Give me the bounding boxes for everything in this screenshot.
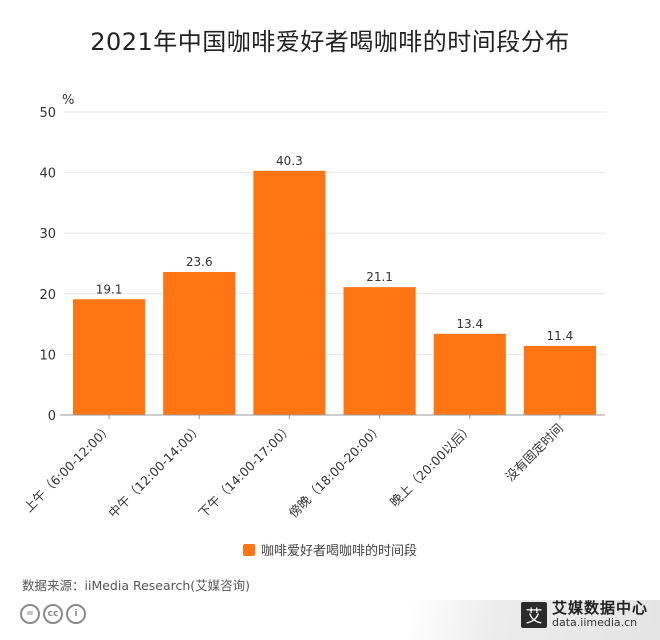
bar: [73, 299, 146, 415]
bar: [253, 170, 326, 415]
data-labels: 19.1 23.6 40.3 21.1 13.4 11.4: [96, 154, 574, 343]
legend: 咖啡爱好者喝咖啡的时间段: [0, 540, 660, 559]
data-label: 21.1: [366, 270, 393, 284]
x-tick-label: 上午（6:00-12:00）: [21, 421, 115, 515]
y-axis: 0 10 20 30 40 50%: [39, 93, 74, 424]
data-label: 40.3: [276, 154, 303, 168]
bars: [73, 170, 596, 415]
brand-watermark: 艾 艾媒数据中心 data.iimedia.cn: [520, 599, 648, 629]
chart-title: 2021年中国咖啡爱好者喝咖啡的时间段分布: [90, 28, 570, 56]
x-tick-label: 中午（12:00-14:00）: [105, 421, 205, 521]
y-tick-label: 50: [39, 106, 56, 121]
y-tick-label: 40: [39, 167, 56, 182]
data-label: 19.1: [96, 282, 123, 296]
bar: [343, 287, 416, 415]
source-note: 数据来源：iiMedia Research(艾媒咨询): [22, 578, 251, 593]
bar: [523, 345, 596, 415]
legend-swatch: [242, 543, 255, 556]
data-label: 13.4: [456, 317, 483, 331]
brand-name: 艾媒数据中心: [551, 599, 648, 617]
legend-label: 咖啡爱好者喝咖啡的时间段: [260, 544, 417, 559]
brand-url: data.iimedia.cn: [551, 615, 638, 629]
x-tick-label: 下午（14:00-17:00）: [195, 421, 295, 521]
y-tick-label: 20: [39, 288, 56, 303]
equals-icon: =: [20, 604, 40, 624]
data-label: 23.6: [186, 255, 213, 269]
x-tick-label: 晚上（20:00以后）: [387, 421, 476, 510]
cc-icon: cc: [43, 604, 63, 624]
y-tick-label: 10: [39, 348, 56, 363]
y-tick-label: 30: [39, 227, 56, 242]
x-axis: 上午（6:00-12:00）中午（12:00-14:00）下午（14:00-17…: [21, 414, 605, 521]
bar: [433, 333, 506, 415]
y-unit-label: %: [62, 93, 74, 108]
bar: [163, 271, 236, 415]
brand-logo-icon: 艾: [520, 601, 547, 628]
x-tick-label: 没有固定时间: [502, 421, 566, 485]
gridlines: [64, 111, 605, 355]
person-icon: i: [66, 604, 86, 624]
x-tick-label: 傍晚（18:00-20:00）: [286, 421, 386, 521]
y-tick-label: 0: [48, 409, 56, 424]
data-label: 11.4: [547, 329, 574, 343]
license-badges: = cc i: [20, 604, 86, 624]
